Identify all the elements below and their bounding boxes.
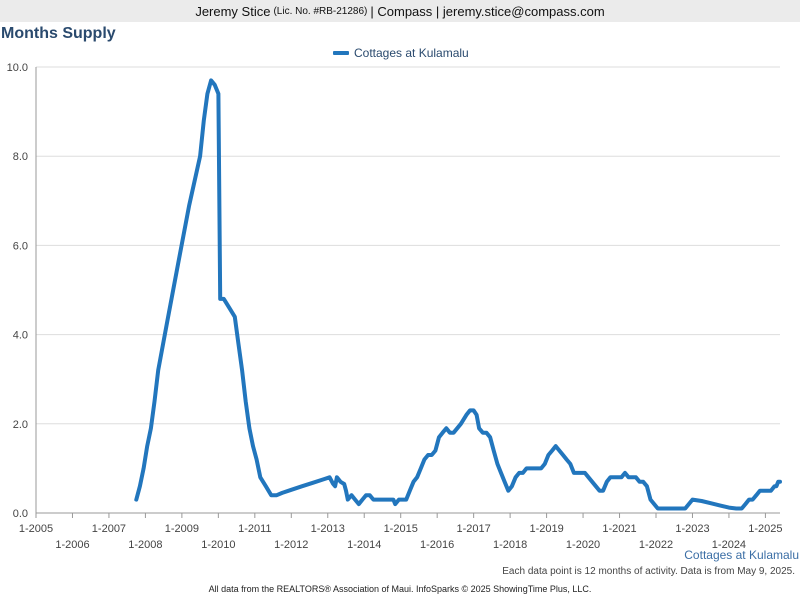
chart-title: Months Supply (1, 25, 116, 42)
data-note: Each data point is 12 months of activity… (502, 566, 795, 577)
x-tick-label: 1-2006 (55, 539, 89, 551)
y-tick-labels: 0.0 2.0 4.0 6.0 8.0 10.0 (7, 62, 28, 520)
y-tick-label: 4.0 (13, 330, 28, 342)
agent-license: (Lic. No. #RB-21286) (273, 5, 368, 17)
x-tick-label: 1-2016 (420, 539, 454, 551)
agent-header-bar: Jeremy Stice (Lic. No. #RB-21286) | Comp… (0, 0, 800, 22)
x-tick-labels: 1-20051-20061-20071-20081-20091-20101-20… (19, 523, 783, 551)
area-label: Cottages at Kulamalu (684, 548, 799, 562)
x-tick-label: 1-2022 (639, 539, 673, 551)
legend-swatch (333, 51, 349, 55)
x-tick-label: 1-2009 (165, 523, 199, 535)
x-tick-label: 1-2014 (347, 539, 381, 551)
months-supply-chart: 0.02.04.06.08.010.0 1-20051-20061-20071-… (7, 62, 783, 551)
x-tick-label: 1-2017 (457, 523, 491, 535)
x-tick-label: 1-2011 (238, 523, 271, 535)
footer-credit: All data from the REALTORS® Association … (208, 584, 592, 594)
agent-company-email: | Compass | jeremy.stice@compass.com (370, 3, 605, 19)
y-tick-label: 0.0 (13, 508, 28, 520)
axes (35, 67, 780, 518)
y-tick-label: 2.0 (13, 419, 28, 431)
legend-label: Cottages at Kulamalu (354, 46, 469, 60)
x-tick-label: 1-2021 (602, 523, 636, 535)
x-tick-label: 1-2020 (566, 539, 600, 551)
agent-name: Jeremy Stice (195, 3, 271, 19)
x-tick-label: 1-2013 (311, 523, 345, 535)
x-tick-label: 1-2019 (529, 523, 563, 535)
series-layer (134, 78, 782, 511)
x-tick-label: 1-2018 (493, 539, 527, 551)
y-tick-label: 6.0 (13, 240, 28, 252)
series-line (134, 78, 782, 511)
y-tick-label: 10.0 (7, 62, 28, 74)
x-tick-label: 1-2010 (201, 539, 235, 551)
x-tick-label: 1-2024 (712, 539, 746, 551)
x-tick-label: 1-2023 (675, 523, 709, 535)
x-tick-label: 1-2005 (19, 523, 53, 535)
x-tick-label: 1-2025 (748, 523, 782, 535)
x-tick-label: 1-2012 (274, 539, 308, 551)
x-tick-label: 1-2008 (128, 539, 162, 551)
y-tick-label: 8.0 (13, 151, 28, 163)
x-tick-label: 1-2015 (384, 523, 418, 535)
x-tick-label: 1-2007 (92, 523, 126, 535)
chart-legend[interactable]: Cottages at Kulamalu (333, 46, 469, 60)
